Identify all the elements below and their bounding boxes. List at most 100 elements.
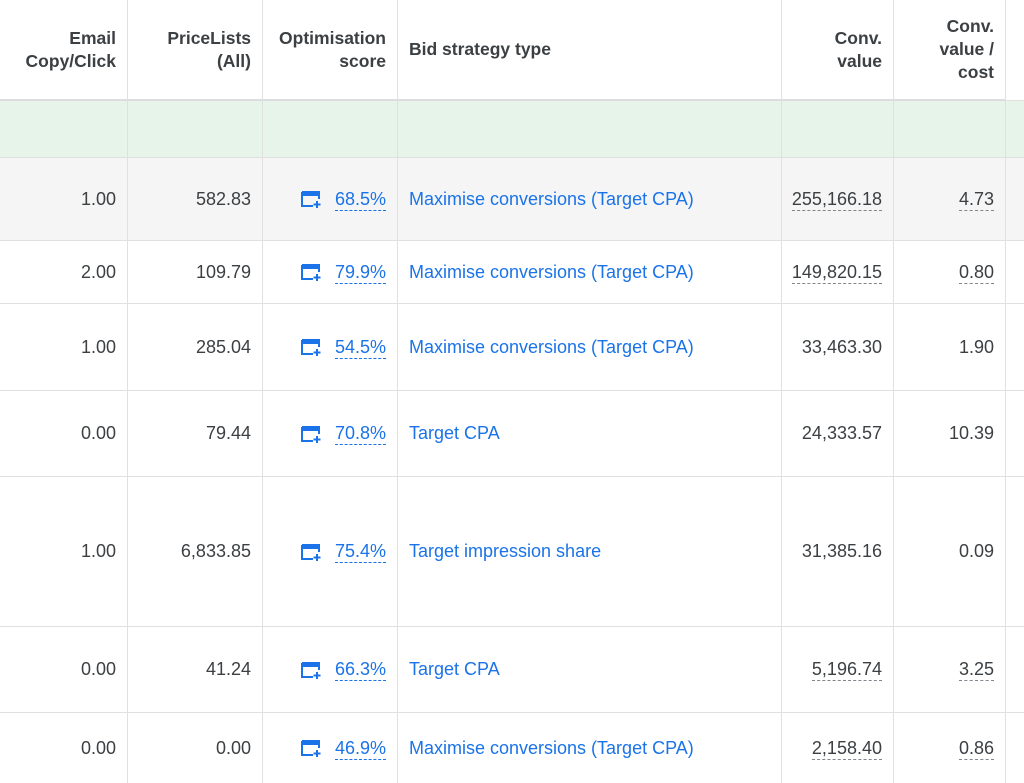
header-text: PriceLists — [167, 27, 251, 48]
bid-strategy-link[interactable]: Maximise conversions (Target CPA) — [409, 261, 694, 282]
bid-strategy-link[interactable]: Target CPA — [409, 423, 500, 443]
optimisation-score[interactable]: 68.5% — [334, 188, 386, 211]
summary-cell — [398, 101, 782, 158]
ratio-cell: 1.90 — [894, 304, 1006, 391]
value-cell: 31,385.16 — [782, 477, 894, 627]
header-filler — [1006, 0, 1024, 101]
row-filler — [1006, 158, 1024, 241]
row-filler — [1006, 713, 1024, 783]
optimisation-score[interactable]: 70.8% — [334, 423, 386, 445]
row-filler — [1006, 627, 1024, 713]
value-cell: 2,158.40 — [782, 713, 894, 783]
price-cell: 0.00 — [128, 713, 263, 783]
bid-strategy-link[interactable]: Maximise conversions (Target CPA) — [409, 737, 694, 758]
email-cell: 0.00 — [0, 713, 128, 783]
score-cell: 68.5% — [263, 158, 398, 241]
score-cell: 70.8% — [263, 391, 398, 477]
bid-strategy-link[interactable]: Maximise conversions (Target CPA) — [409, 188, 694, 209]
cell-text: 1.00 — [80, 188, 116, 209]
ratio-cell: 10.39 — [894, 391, 1006, 477]
recommendation-icon[interactable] — [299, 660, 323, 680]
ratio-cell: 4.73 — [894, 158, 1006, 241]
summary-cell — [263, 101, 398, 158]
score-cell: 54.5% — [263, 304, 398, 391]
cell-text: 582.83 — [195, 188, 251, 209]
column-header: Email Copy/Click — [0, 0, 128, 101]
header-text: Conv. — [834, 27, 882, 48]
email-cell: 1.00 — [0, 158, 128, 241]
cell-text: 285.04 — [195, 336, 251, 357]
column-header: PriceLists (All) — [128, 0, 263, 101]
bid-cell: Target CPA — [398, 627, 782, 713]
price-cell: 285.04 — [128, 304, 263, 391]
cell-text: 10.39 — [948, 423, 994, 443]
score-cell: 46.9% — [263, 713, 398, 783]
cell-text: 0.00 — [215, 737, 251, 758]
recommendation-icon[interactable] — [299, 738, 323, 758]
cell-text: 1.90 — [958, 336, 994, 357]
recommendation-icon[interactable] — [299, 262, 323, 282]
cell-text: 24,333.57 — [801, 423, 882, 443]
optimisation-score[interactable]: 66.3% — [334, 659, 386, 681]
cell-text: 1.00 — [80, 336, 116, 357]
ratio-cell: 0.86 — [894, 713, 1006, 783]
recommendation-icon[interactable] — [299, 337, 323, 357]
value-cell: 24,333.57 — [782, 391, 894, 477]
summary-cell — [782, 101, 894, 158]
header-text: Email — [69, 27, 116, 48]
recommendation-icon[interactable] — [299, 189, 323, 209]
email-cell: 1.00 — [0, 477, 128, 627]
row-filler — [1006, 304, 1024, 391]
recommendation-icon[interactable] — [299, 542, 323, 562]
value-cell: 255,166.18 — [782, 158, 894, 241]
cell-text: 31,385.16 — [801, 541, 882, 561]
cell-text: 2.00 — [80, 261, 116, 282]
cell-text: 109.79 — [195, 261, 251, 282]
bid-cell: Target impression share — [398, 477, 782, 627]
bid-cell: Maximise conversions (Target CPA) — [398, 241, 782, 304]
cell-text: 4.73 — [958, 188, 994, 211]
cell-text: 79.44 — [205, 423, 251, 443]
header-text: Conv. — [946, 16, 994, 36]
cell-text: 6,833.85 — [180, 541, 251, 561]
row-filler — [1006, 391, 1024, 477]
optimisation-score[interactable]: 54.5% — [334, 336, 386, 359]
summary-cell — [128, 101, 263, 158]
bid-strategy-link[interactable]: Maximise conversions (Target CPA) — [409, 336, 694, 357]
row-filler — [1006, 241, 1024, 304]
optimisation-score[interactable]: 79.9% — [334, 261, 386, 284]
column-header: Bid strategy type — [398, 0, 782, 101]
cell-text: 0.09 — [958, 541, 994, 561]
optimisation-score[interactable]: 46.9% — [334, 737, 386, 760]
summary-cell — [894, 101, 1006, 158]
price-cell: 6,833.85 — [128, 477, 263, 627]
cell-text: 0.00 — [80, 659, 116, 679]
score-cell: 79.9% — [263, 241, 398, 304]
bid-cell: Maximise conversions (Target CPA) — [398, 158, 782, 241]
cell-text: 5,196.74 — [811, 659, 882, 681]
column-header: Conv. value — [782, 0, 894, 101]
email-cell: 0.00 — [0, 391, 128, 477]
cell-text: 1.00 — [80, 541, 116, 561]
bid-strategy-link[interactable]: Target impression share — [409, 541, 602, 561]
header-text: Optimisation — [279, 27, 386, 48]
summary-cell — [0, 101, 128, 158]
price-cell: 582.83 — [128, 158, 263, 241]
value-cell: 149,820.15 — [782, 241, 894, 304]
header-text: (All) — [216, 50, 251, 71]
cell-text: 2,158.40 — [811, 737, 882, 760]
header-text: value / — [939, 39, 994, 59]
cell-text: 255,166.18 — [791, 188, 882, 211]
row-filler — [1006, 477, 1024, 627]
header-text: cost — [958, 62, 994, 82]
cell-text: 0.00 — [80, 423, 116, 443]
header-text: value — [837, 50, 882, 71]
bid-cell: Maximise conversions (Target CPA) — [398, 304, 782, 391]
optimisation-score[interactable]: 75.4% — [334, 541, 386, 563]
cell-text: 3.25 — [958, 659, 994, 681]
recommendation-icon[interactable] — [299, 424, 323, 444]
value-cell: 5,196.74 — [782, 627, 894, 713]
cell-text: 0.00 — [80, 737, 116, 758]
bid-strategy-link[interactable]: Target CPA — [409, 659, 500, 679]
